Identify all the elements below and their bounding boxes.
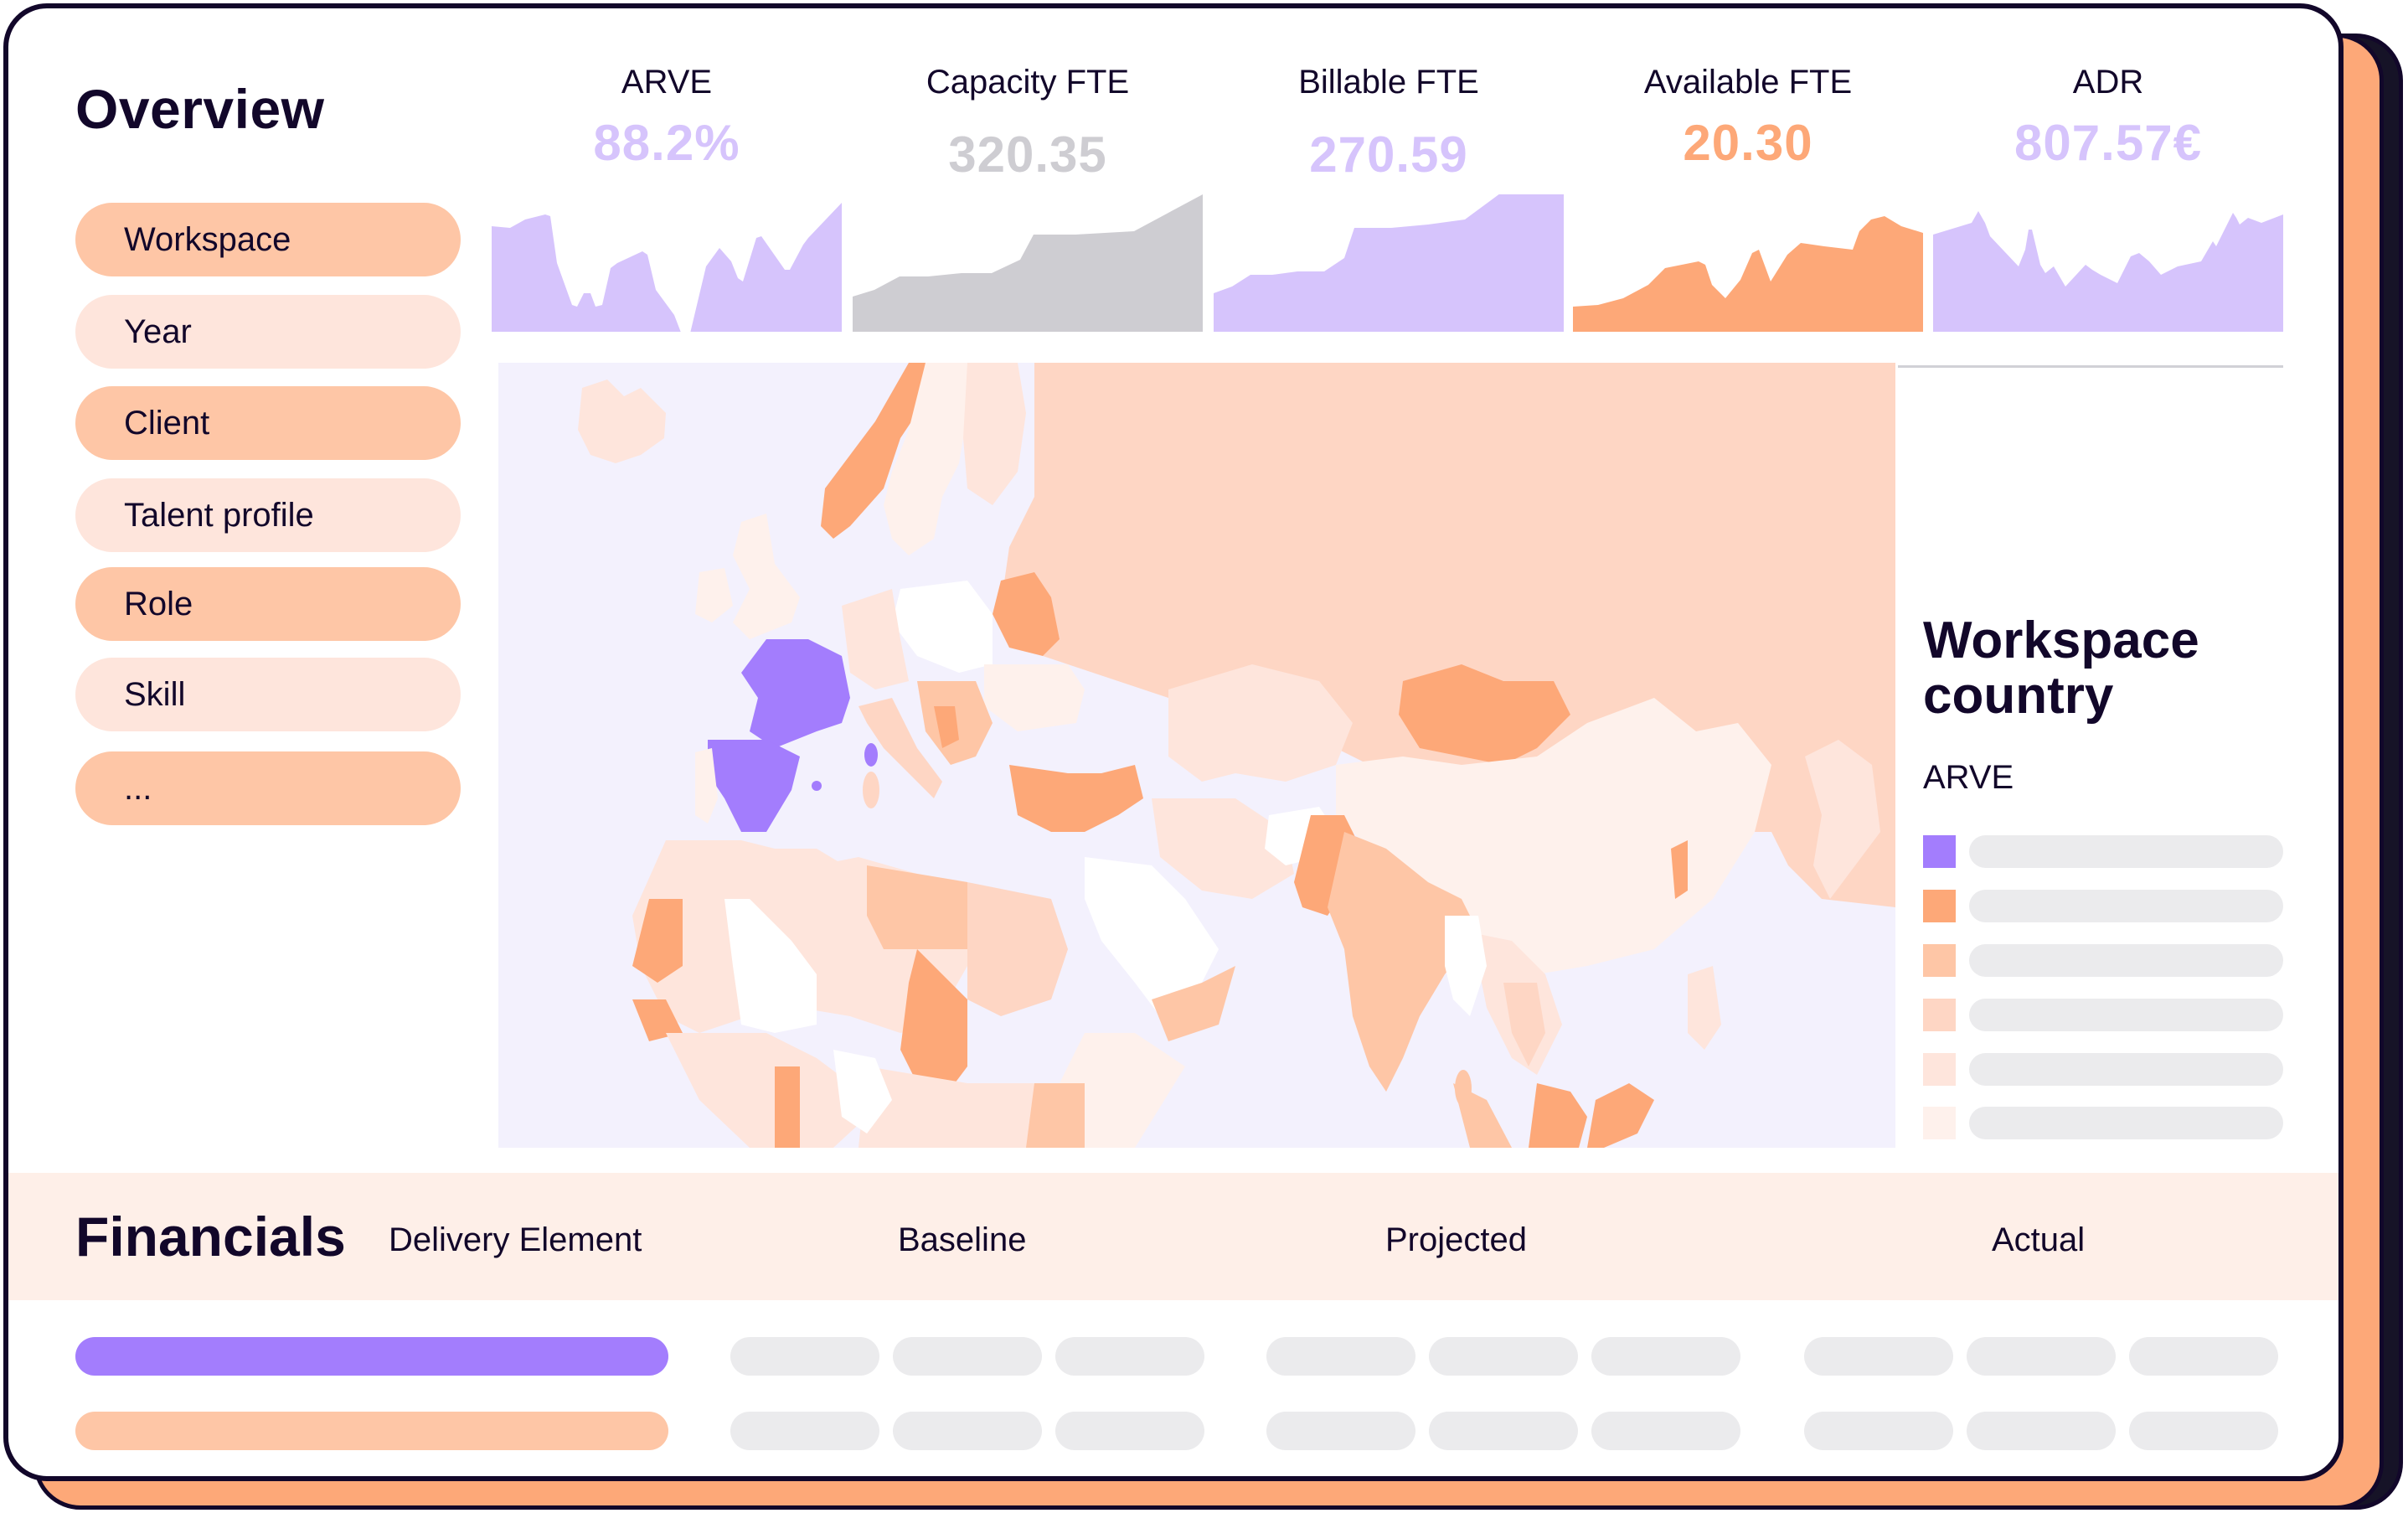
kpi-adr[interactable]: ADR 807.57€ — [1933, 59, 2283, 181]
filter-label: Talent profile — [124, 496, 314, 534]
legend-item[interactable] — [1923, 943, 2283, 977]
kpi-available-fte[interactable]: Available FTE 20.30 — [1573, 59, 1923, 181]
overview-title: Overview — [75, 78, 325, 140]
legend-label-placeholder — [1969, 834, 2283, 868]
legend-label-placeholder — [1969, 998, 2283, 1031]
filter-skill[interactable]: Skill — [75, 658, 461, 731]
legend-title: Workspace country — [1923, 612, 2199, 725]
available-fte-area-chart — [1573, 216, 1923, 332]
legend-label-placeholder — [1969, 1052, 2283, 1086]
legend-item[interactable] — [1923, 834, 2283, 868]
table-row-delivery-element[interactable] — [75, 1337, 668, 1376]
baseline-cell — [730, 1337, 879, 1376]
adr-area-chart — [1933, 211, 2283, 332]
kpi-label: Available FTE — [1643, 64, 1853, 101]
capacity-fte-area-chart — [853, 194, 1203, 332]
filter-client[interactable]: Client — [75, 386, 461, 460]
table-row-delivery-element[interactable] — [75, 1412, 668, 1450]
legend-item[interactable] — [1923, 1106, 2283, 1139]
kpi-label: Billable FTE — [1298, 64, 1479, 101]
projected-cell — [1266, 1337, 1415, 1376]
legend-metric: ARVE — [1923, 759, 2014, 796]
kpi-value: 20.30 — [1683, 115, 1813, 171]
filter-year[interactable]: Year — [75, 295, 461, 369]
legend-divider — [1898, 365, 2283, 368]
legend-item[interactable] — [1923, 1052, 2283, 1086]
kpi-label: ARVE — [621, 64, 713, 101]
kpi-value: 807.57€ — [2014, 115, 2202, 171]
map-shapes — [578, 363, 1895, 1148]
projected-cell — [1591, 1412, 1740, 1450]
projected-cell — [1429, 1337, 1578, 1376]
kpi-arve[interactable]: ARVE 88.2% — [492, 59, 842, 181]
kpi-label: ADR — [2072, 64, 2144, 101]
legend-swatch — [1923, 889, 1956, 922]
kpi-label: Capacity FTE — [926, 64, 1130, 101]
billable-fte-area-chart — [1214, 194, 1564, 332]
legend-swatch — [1923, 998, 1956, 1031]
actual-cell — [2129, 1412, 2278, 1450]
filter-label: Client — [124, 404, 210, 442]
column-header-actual[interactable]: Actual — [1992, 1221, 2086, 1258]
filter-more[interactable]: ... — [75, 751, 461, 825]
filter-label: Skill — [124, 675, 186, 713]
dashboard-card: Overview Workspace Year Client Talent pr… — [3, 3, 2344, 1481]
legend-label-placeholder — [1969, 1106, 2283, 1139]
filter-role[interactable]: Role — [75, 567, 461, 641]
filter-workspace[interactable]: Workspace — [75, 203, 461, 276]
filter-label: Workspace — [124, 220, 291, 258]
baseline-cell — [730, 1412, 879, 1450]
financials-header-band — [8, 1173, 2338, 1300]
actual-cell — [1804, 1412, 1953, 1450]
filter-label: ... — [124, 769, 152, 807]
legend-item[interactable] — [1923, 889, 2283, 922]
baseline-cell — [893, 1337, 1042, 1376]
legend-swatch — [1923, 1106, 1956, 1139]
legend-swatch — [1923, 834, 1956, 868]
column-header-baseline[interactable]: Baseline — [898, 1221, 1027, 1258]
actual-cell — [2129, 1337, 2278, 1376]
kpi-value: 320.35 — [948, 127, 1107, 183]
legend-label-placeholder — [1969, 889, 2283, 922]
kpi-capacity-fte[interactable]: Capacity FTE 320.35 — [853, 59, 1203, 193]
filter-label: Year — [124, 312, 192, 350]
column-header-projected[interactable]: Projected — [1385, 1221, 1527, 1258]
workspace-country-map[interactable] — [498, 363, 1895, 1148]
kpi-value: 270.59 — [1309, 127, 1468, 183]
legend-swatch — [1923, 1052, 1956, 1086]
financials-title: Financials — [75, 1206, 346, 1268]
actual-cell — [1967, 1337, 2116, 1376]
legend-label-placeholder — [1969, 943, 2283, 977]
kpi-value: 88.2% — [593, 115, 740, 171]
legend-item[interactable] — [1923, 998, 2283, 1031]
projected-cell — [1266, 1412, 1415, 1450]
baseline-cell — [893, 1412, 1042, 1450]
baseline-cell — [1055, 1412, 1204, 1450]
projected-cell — [1591, 1337, 1740, 1376]
filter-talent-profile[interactable]: Talent profile — [75, 478, 461, 552]
projected-cell — [1429, 1412, 1578, 1450]
column-header-delivery-element[interactable]: Delivery Element — [389, 1221, 642, 1258]
actual-cell — [1804, 1337, 1953, 1376]
arve-area-chart — [492, 203, 842, 332]
actual-cell — [1967, 1412, 2116, 1450]
kpi-billable-fte[interactable]: Billable FTE 270.59 — [1214, 59, 1564, 193]
filter-label: Role — [124, 585, 193, 622]
legend-swatch — [1923, 943, 1956, 977]
baseline-cell — [1055, 1337, 1204, 1376]
